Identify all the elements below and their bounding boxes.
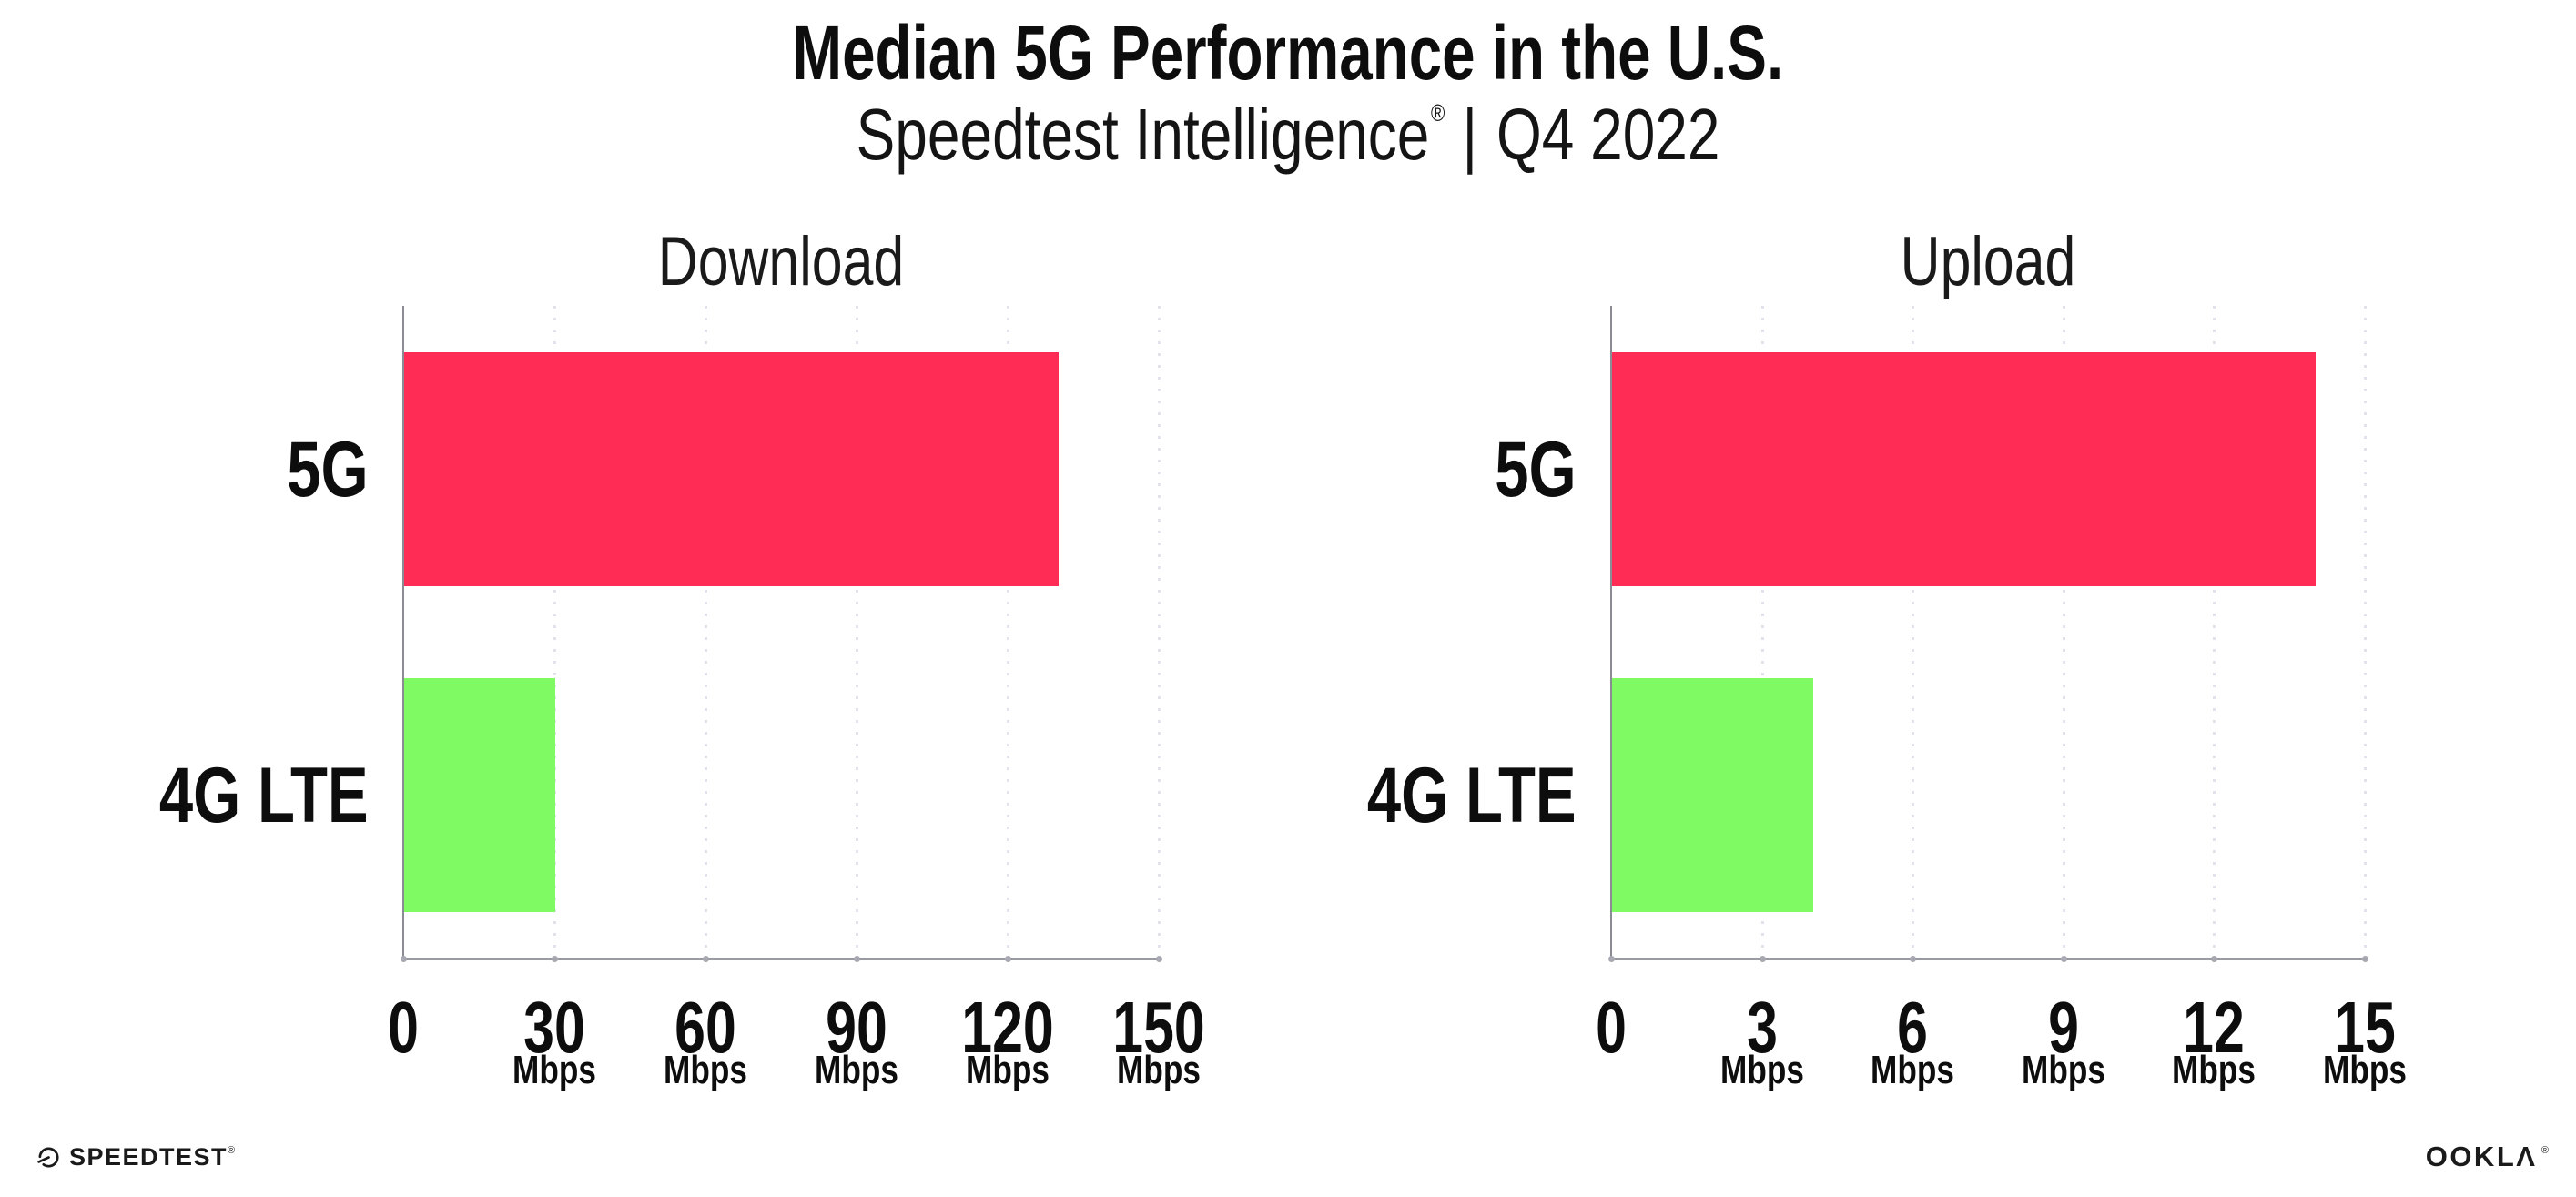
tick-unit-60: Mbps bbox=[664, 1048, 747, 1092]
y-axis-line bbox=[1610, 306, 1612, 959]
ookla-registered-mark: ® bbox=[2541, 1144, 2549, 1156]
tick-unit-120: Mbps bbox=[966, 1048, 1050, 1092]
tick-unit-9: Mbps bbox=[2021, 1048, 2105, 1092]
bar-5g bbox=[404, 352, 1060, 586]
chart-download: Download 5G 4G LTE 0 30 Mbps 60 Mbps 90 Mbps 120 Mb… bbox=[159, 223, 1205, 1092]
registered-mark-icon: ® bbox=[1430, 99, 1445, 127]
x-axis-line bbox=[1610, 958, 2366, 960]
bar-4g-lte bbox=[404, 678, 555, 912]
page-subtitle-text: Speedtest Intelligence® | Q4 2022 bbox=[857, 93, 1720, 177]
subtitle-period: Q4 2022 bbox=[1496, 94, 1720, 175]
category-label-5g: 5G bbox=[287, 425, 369, 513]
gridline-30 bbox=[553, 306, 556, 959]
tick-label-30: 30 bbox=[523, 987, 585, 1068]
ookla-logo-text: OOKLΛ bbox=[2425, 1141, 2538, 1172]
gridline-12 bbox=[2213, 306, 2216, 959]
axis-tick-9 bbox=[2060, 956, 2067, 962]
axis-tick-6 bbox=[1910, 956, 1917, 962]
gridline-60 bbox=[705, 306, 707, 959]
tick-label-3: 3 bbox=[1746, 987, 1778, 1068]
tick-unit-30: Mbps bbox=[512, 1048, 596, 1092]
gridline-120 bbox=[1007, 306, 1009, 959]
category-label-5g: 5G bbox=[1495, 425, 1577, 513]
tick-unit-12: Mbps bbox=[2172, 1048, 2257, 1092]
chart-upload: Upload 5G 4G LTE 0 3 Mbps 6 Mbps 9 Mbps 12 Mbps 15 Mb… bbox=[1367, 223, 2407, 1092]
tick-label-60: 60 bbox=[674, 987, 736, 1068]
gridline-15 bbox=[2364, 306, 2367, 959]
subtitle-brand: Speedtest Intelligence bbox=[856, 94, 1430, 175]
tick-unit-6: Mbps bbox=[1871, 1048, 1955, 1092]
y-axis-line bbox=[402, 306, 404, 959]
tick-label-6: 6 bbox=[1897, 987, 1929, 1068]
tick-label-0: 0 bbox=[1596, 987, 1627, 1068]
speedtest-gauge-icon bbox=[37, 1147, 59, 1168]
category-label-4g-lte: 4G LTE bbox=[1367, 751, 1577, 839]
axis-tick-150 bbox=[1156, 956, 1162, 962]
bar-4g-lte bbox=[1612, 678, 1813, 912]
speedtest-logo: SPEEDTEST ® bbox=[36, 1143, 235, 1172]
tick-label-120: 120 bbox=[961, 987, 1054, 1068]
tick-unit-15: Mbps bbox=[2323, 1048, 2407, 1092]
page-title-text: Median 5G Performance in the U.S. bbox=[792, 10, 1784, 96]
axis-tick-120 bbox=[1005, 956, 1011, 962]
tick-label-9: 9 bbox=[2047, 987, 2079, 1068]
tick-label-90: 90 bbox=[826, 987, 887, 1068]
axis-tick-0 bbox=[401, 956, 407, 962]
axis-tick-30 bbox=[552, 956, 558, 962]
ookla-logo: OOKLΛ ® bbox=[2426, 1141, 2549, 1173]
axis-tick-60 bbox=[703, 956, 709, 962]
bar-5g bbox=[1612, 352, 2316, 586]
tick-unit-90: Mbps bbox=[815, 1048, 898, 1092]
x-axis-line bbox=[402, 958, 1160, 960]
speedtest-logo-text: SPEEDTEST bbox=[69, 1143, 228, 1171]
tick-label-0: 0 bbox=[388, 987, 419, 1068]
chart-title-download: Download bbox=[657, 223, 905, 300]
tick-unit-150: Mbps bbox=[1117, 1048, 1201, 1092]
page-title: Median 5G Performance in the U.S. bbox=[0, 9, 2576, 97]
gridline-9 bbox=[2062, 306, 2065, 959]
axis-tick-3 bbox=[1759, 956, 1766, 962]
gridline-90 bbox=[856, 306, 858, 959]
axis-tick-12 bbox=[2211, 956, 2218, 962]
speedtest-registered-mark: ® bbox=[228, 1144, 236, 1156]
gridline-3 bbox=[1760, 306, 1764, 959]
axis-tick-15 bbox=[2362, 956, 2368, 962]
tick-unit-3: Mbps bbox=[1719, 1048, 1804, 1092]
axis-tick-0 bbox=[1608, 956, 1615, 962]
gridline-6 bbox=[1912, 306, 1915, 959]
subtitle-separator: | bbox=[1462, 94, 1478, 175]
tick-label-12: 12 bbox=[2183, 987, 2246, 1068]
chart-title-upload: Upload bbox=[1900, 223, 2076, 300]
page-subtitle: Speedtest Intelligence® | Q4 2022 bbox=[0, 93, 2576, 177]
axis-tick-90 bbox=[854, 956, 860, 962]
tick-label-15: 15 bbox=[2334, 987, 2396, 1068]
tick-label-150: 150 bbox=[1112, 987, 1205, 1068]
category-label-4g-lte: 4G LTE bbox=[159, 751, 369, 839]
gridline-150 bbox=[1158, 306, 1161, 959]
